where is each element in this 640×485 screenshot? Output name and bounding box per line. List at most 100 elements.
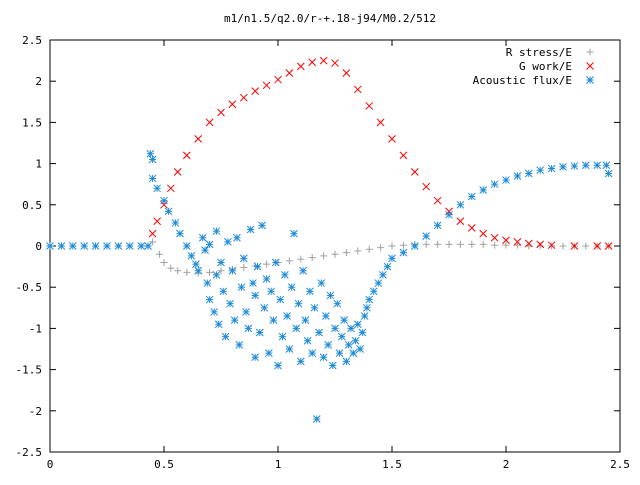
data-point: [502, 241, 510, 249]
data-point: [328, 361, 337, 370]
data-point: [593, 161, 602, 170]
data-point: [502, 236, 510, 245]
data-point: [399, 151, 408, 160]
data-point: [399, 241, 407, 249]
data-point: [68, 242, 77, 250]
data-point: [536, 242, 544, 250]
data-point: [249, 279, 257, 287]
data-point: [349, 349, 358, 357]
data-point: [513, 172, 522, 180]
data-point: [388, 254, 396, 263]
data-point: [347, 324, 355, 333]
data-point: [280, 270, 289, 279]
data-point: [547, 164, 556, 173]
data-point: [410, 242, 419, 250]
series-2: [46, 149, 613, 423]
data-point: [283, 312, 291, 320]
y-tick-label: -2.5: [16, 446, 43, 459]
data-point: [479, 240, 487, 248]
y-tick-label: 2: [35, 75, 42, 88]
y-tick-label: -1.5: [16, 364, 43, 377]
y-tick-label: 1: [35, 158, 42, 171]
data-point: [219, 287, 228, 296]
y-tick-label: 1.5: [22, 116, 42, 129]
data-point: [160, 196, 168, 205]
data-point: [467, 192, 476, 201]
data-point: [308, 349, 317, 357]
data-point: [212, 270, 221, 279]
data-point: [164, 207, 173, 216]
data-point: [160, 258, 168, 266]
data-point: [228, 100, 237, 109]
legend-marker: [586, 62, 594, 70]
data-point: [148, 229, 157, 238]
data-point: [244, 324, 253, 333]
series-0: [149, 238, 613, 277]
data-point: [239, 254, 248, 263]
data-point: [226, 299, 234, 308]
y-tick-label: 0: [35, 240, 42, 253]
data-point: [148, 174, 157, 183]
data-point: [331, 250, 339, 258]
data-point: [296, 62, 305, 71]
data-point: [319, 56, 328, 65]
data-point: [210, 308, 219, 316]
data-point: [166, 184, 175, 193]
data-point: [287, 283, 296, 292]
data-point: [205, 240, 214, 249]
data-point: [377, 244, 385, 252]
data-point: [331, 324, 339, 333]
data-point: [445, 210, 453, 219]
data-point: [203, 279, 212, 287]
data-point: [536, 240, 545, 249]
legend-label: G work/E: [519, 60, 572, 73]
x-tick-label: 1: [275, 458, 282, 471]
x-tick-label: 0.5: [154, 458, 174, 471]
data-point: [547, 241, 556, 250]
data-point: [235, 341, 244, 349]
data-point: [174, 267, 182, 275]
data-point: [342, 249, 350, 257]
data-point: [285, 345, 294, 353]
data-point: [312, 415, 321, 423]
axis-ticks: 0 0.5 1 1.5 2 2.5 2.5 2 1.5 1 0.5 0 -0.5 -1 -1.5 -2 -2.5: [16, 34, 630, 471]
x-tick-label: 2.5: [610, 458, 630, 471]
data-point: [299, 266, 307, 275]
data-point: [192, 260, 200, 268]
data-point: [383, 262, 392, 271]
data-point: [217, 258, 225, 267]
x-tick-label: 0: [47, 458, 54, 471]
data-point: [301, 316, 310, 325]
data-point: [559, 242, 567, 250]
data-point: [422, 182, 431, 191]
data-point: [297, 255, 305, 263]
data-point: [144, 242, 152, 250]
data-point: [217, 108, 225, 117]
data-point: [358, 328, 367, 337]
data-point: [365, 245, 373, 253]
data-point: [363, 303, 371, 312]
data-point: [356, 345, 364, 353]
data-point: [513, 241, 521, 249]
data-point: [206, 268, 214, 276]
data-point: [320, 252, 328, 260]
data-point: [153, 217, 162, 226]
y-tick-label: -2: [29, 405, 42, 418]
data-point: [194, 266, 203, 275]
data-point: [433, 196, 442, 205]
data-point: [255, 328, 264, 337]
data-point: [171, 219, 180, 227]
data-point: [262, 81, 271, 90]
data-point: [351, 336, 360, 345]
data-point: [379, 270, 387, 279]
data-point: [581, 161, 590, 170]
data-point: [536, 166, 545, 175]
data-point: [326, 291, 335, 300]
data-point: [513, 238, 522, 246]
y-tick-label: 2.5: [22, 34, 42, 47]
data-point: [294, 299, 303, 308]
data-point: [187, 252, 196, 260]
data-point: [388, 242, 396, 250]
data-point: [149, 238, 157, 246]
